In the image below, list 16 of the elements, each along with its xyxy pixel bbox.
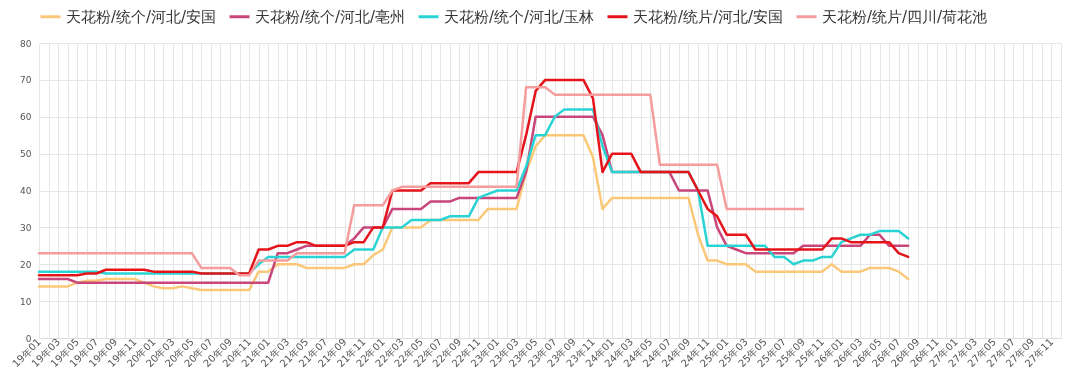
line-series [37, 86, 805, 277]
legend-label: 天花粉/统个/河北/玉林 [444, 7, 595, 26]
legend-label: 天花粉/统个/河北/亳州 [255, 7, 406, 26]
y-tick-label: 0 [25, 333, 32, 344]
line-series [37, 78, 910, 277]
y-tick-label: 50 [20, 149, 32, 160]
legend-label: 天花粉/统片/河北/安国 [633, 7, 784, 26]
y-tick-label: 40 [20, 186, 32, 196]
y-tick-label: 80 [20, 38, 32, 49]
legend-label: 天花粉/统个/河北/安国 [66, 7, 217, 26]
y-tick-label: 70 [20, 75, 32, 86]
legend-label: 天花粉/统片/四川/荷花池 [822, 7, 988, 26]
y-tick-label: 10 [20, 296, 32, 307]
y-tick-label: 30 [20, 222, 32, 233]
y-tick-label: 20 [20, 259, 32, 270]
y-tick-label: 60 [20, 112, 32, 123]
